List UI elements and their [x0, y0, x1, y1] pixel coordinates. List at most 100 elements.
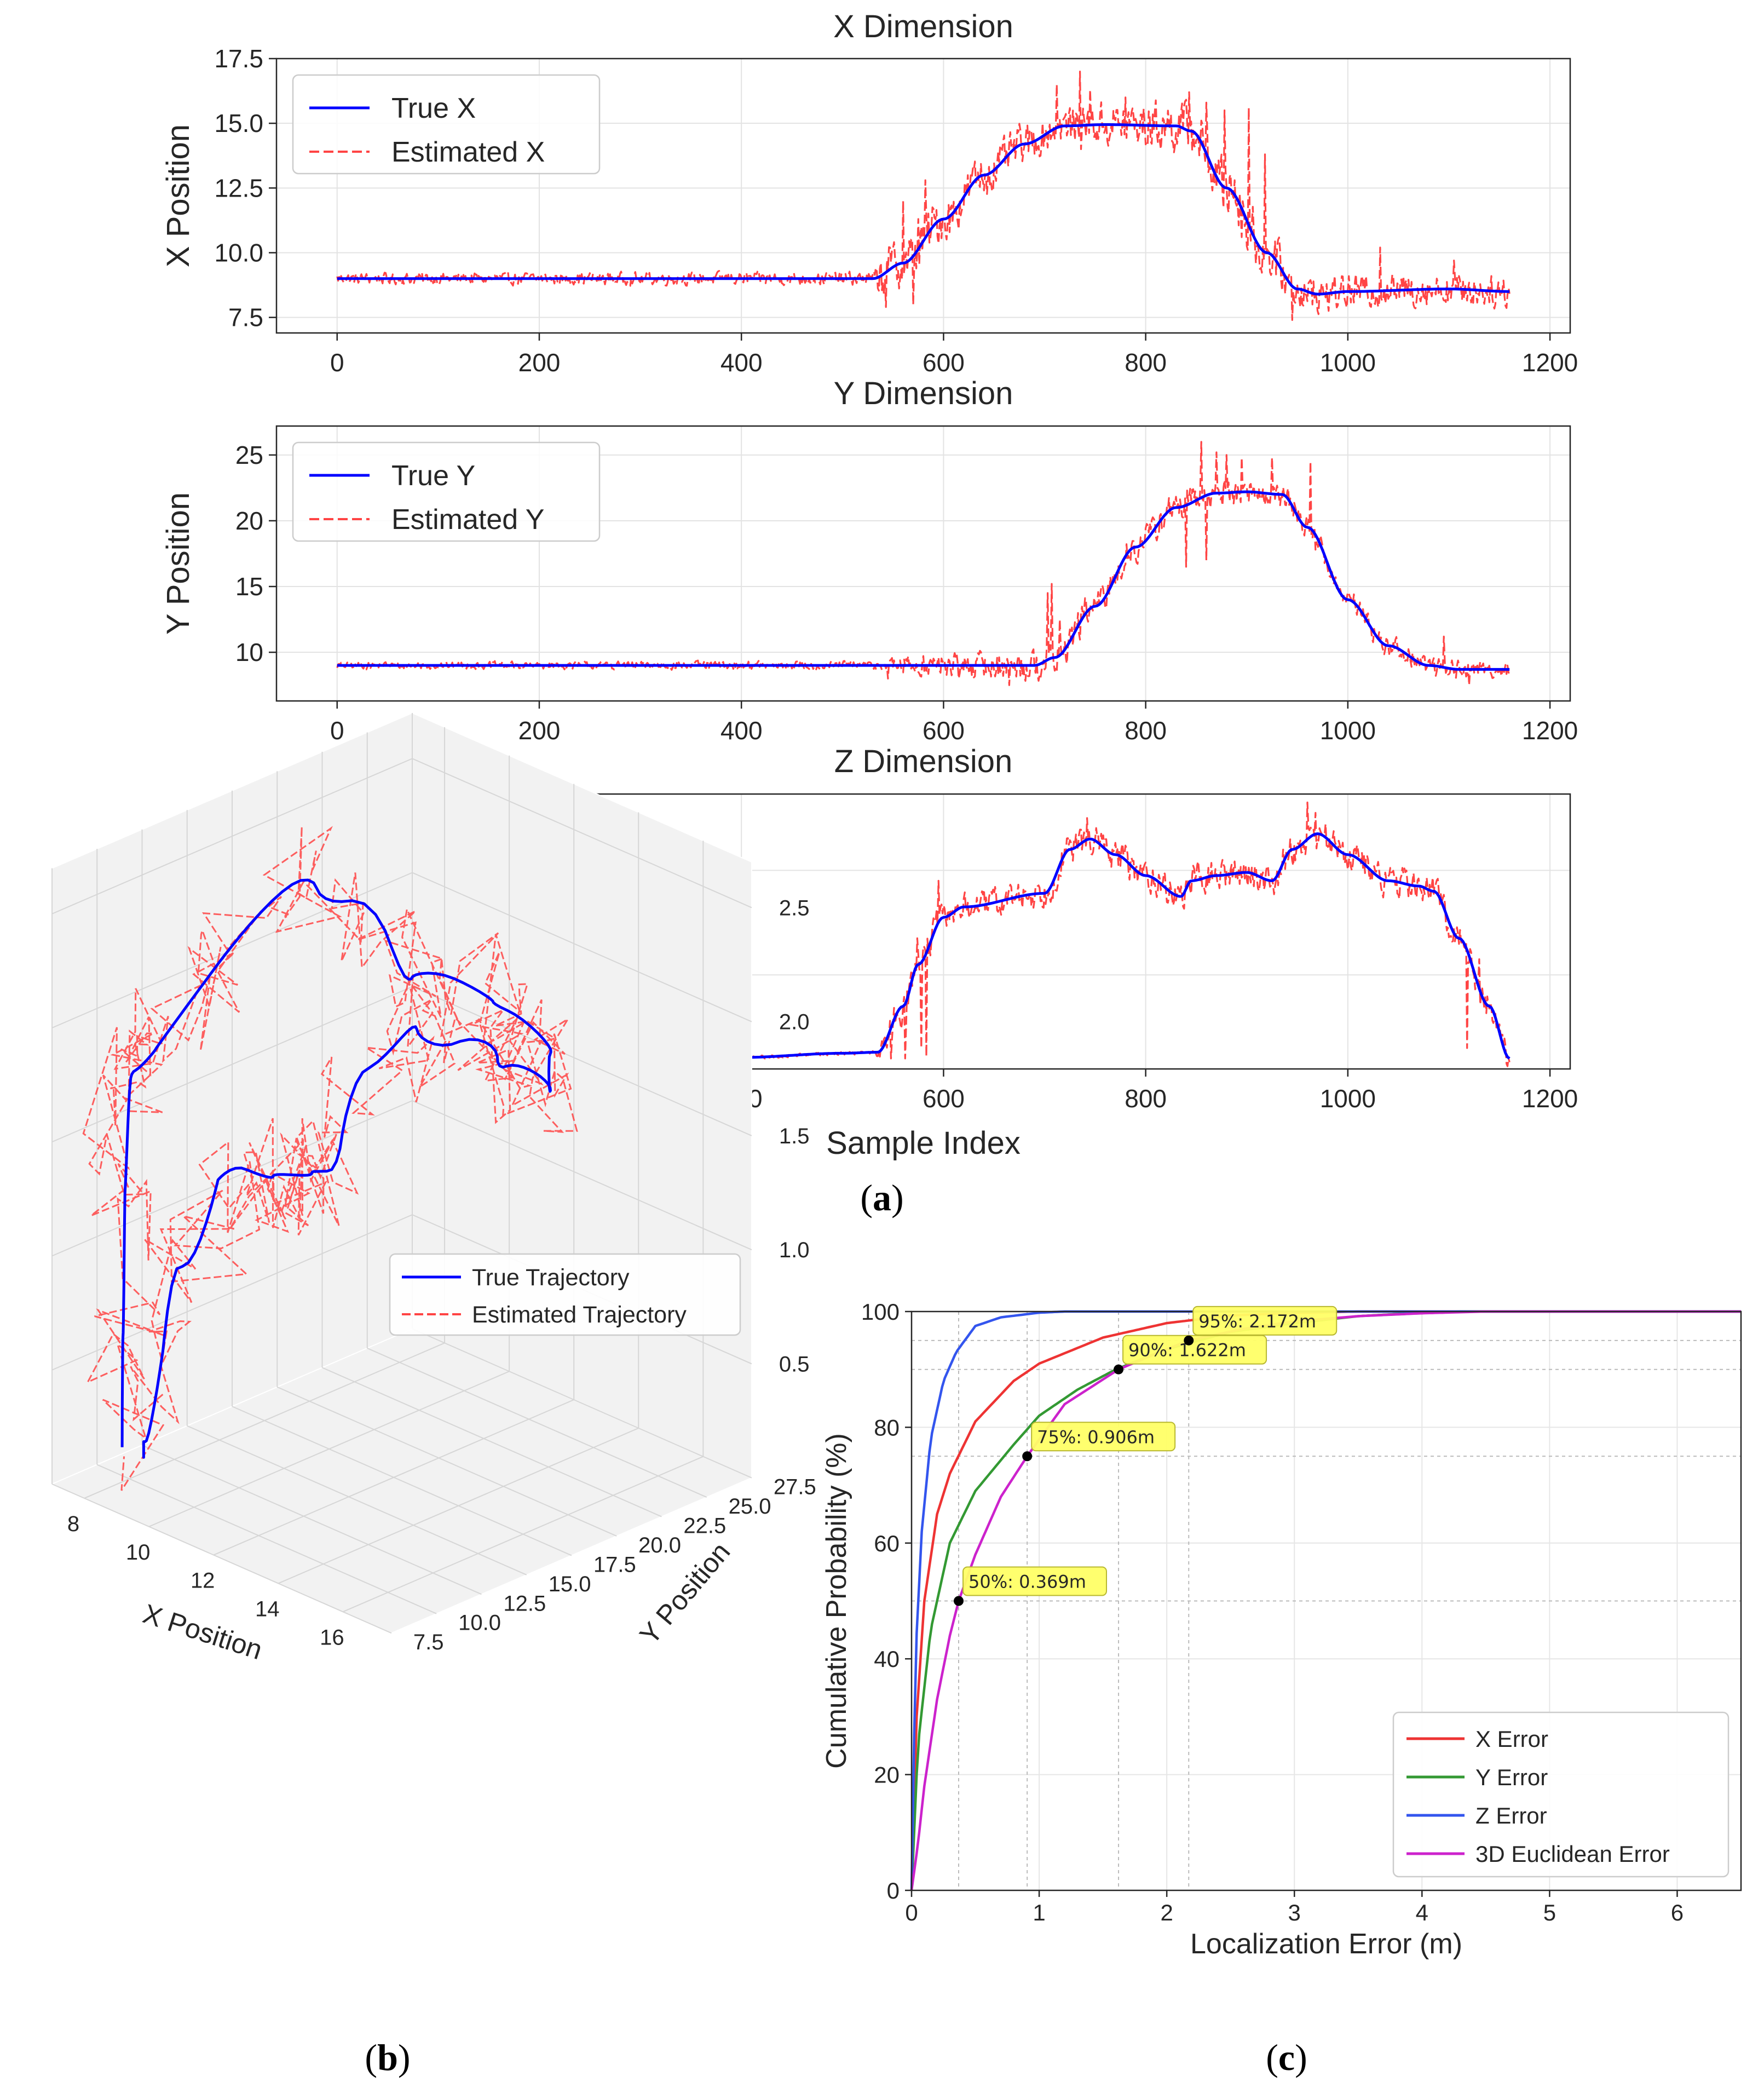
z-tick-label: 2.0: [779, 1010, 810, 1034]
annotation-label: 50%: 0.369m: [962, 1566, 1108, 1596]
annotation-text: 50%: 0.369m: [969, 1572, 1086, 1592]
y-gridline: [276, 1386, 617, 1537]
z-gridline: [412, 872, 752, 1022]
annotation-marker: [1114, 1364, 1124, 1375]
estimated-series-line: [336, 71, 1511, 321]
legend-true-label: True Trajectory: [472, 1264, 630, 1291]
x-tick-label: 10: [126, 1540, 151, 1565]
y-gridline: [51, 1483, 392, 1634]
legend-true-label: True Y: [391, 460, 475, 492]
x-tick-label: 200: [518, 348, 561, 377]
x-tick-label: 3: [1288, 1900, 1301, 1925]
x-axis-label: Sample Index: [826, 1125, 1021, 1161]
annotation-label: 90%: 1.622m: [1122, 1335, 1267, 1365]
y-gridline: [142, 1445, 482, 1595]
x-tick-label: 200: [518, 716, 561, 745]
x-tick-label: 1200: [1522, 1084, 1578, 1113]
z-gridline: [51, 986, 413, 1143]
y-gridline: [96, 1464, 437, 1614]
annotation-marker: [954, 1596, 964, 1606]
legend-box: [292, 441, 601, 542]
y-tick-label: 80: [874, 1414, 900, 1440]
z-tick-label: 0.5: [779, 1352, 810, 1376]
x-tick-label: 8: [67, 1512, 79, 1536]
y-tick-label: 20: [874, 1762, 900, 1788]
x-tick-label: 600: [923, 348, 965, 377]
legend-label: 3D Euclidean Error: [1475, 1841, 1670, 1867]
y-axis-label: Y Position: [160, 492, 196, 635]
chart-title: X Dimension: [833, 9, 1013, 44]
x-tick-label: 6: [1671, 1900, 1684, 1925]
y-gridline: [187, 1425, 527, 1575]
annotation-box: [1192, 1306, 1338, 1336]
x-tick-label: 800: [1125, 1084, 1167, 1113]
y-gridline: [322, 1367, 662, 1517]
x-axis-label: Localization Error (m): [1190, 1928, 1462, 1960]
x-tick-label: 1000: [1320, 1084, 1376, 1113]
y-tick-label: 15.0: [214, 109, 263, 137]
legend-estimated-label: Estimated X: [391, 136, 545, 168]
y-tick-label: 25: [235, 441, 263, 469]
caption-c: (c): [1266, 2037, 1307, 2078]
true-trajectory-line: [120, 878, 552, 1459]
y-gridline: [232, 1406, 572, 1556]
y-tick-label: 17.5: [214, 44, 263, 73]
x-tick-label: 2: [1160, 1900, 1173, 1925]
x-dimension-panel: 0 200 400 600 800 1000 1200 7.5 10.0 12.5 15.0 17.5…: [160, 9, 1578, 377]
annotation-label: 75%: 0.906m: [1031, 1422, 1176, 1452]
caption-b: (b): [365, 2037, 410, 2078]
y-tick-label: 15: [235, 572, 263, 601]
y-dimension-panel: 0 200 400 600 800 1000 1200 10 15 20 25 Y Dimension…: [160, 376, 1578, 745]
y-tick-label: 15.0: [549, 1572, 591, 1596]
x-tick-label: 1: [1033, 1900, 1045, 1925]
x-tick-label: 0: [905, 1900, 918, 1925]
x-tick-label: 400: [720, 716, 763, 745]
annotation-text: 95%: 2.172m: [1198, 1311, 1316, 1332]
chart-title: Z Dimension: [834, 744, 1013, 779]
x-tick-label: 1000: [1320, 716, 1376, 745]
legend: True Trajectory Estimated Trajectory: [389, 1253, 741, 1336]
y-gridline: [367, 1348, 707, 1498]
plot-frame: [275, 425, 1571, 702]
x-tick-label: 600: [923, 1084, 965, 1113]
z-gridline: [412, 1100, 752, 1251]
chart-title: Y Dimension: [834, 376, 1013, 411]
y-tick-label: 40: [874, 1646, 900, 1672]
legend-estimated-label: Estimated Trajectory: [472, 1302, 687, 1328]
y-tick-label: 7.5: [413, 1630, 444, 1654]
annotation-box: [1122, 1335, 1267, 1365]
z-gridline: [51, 1214, 413, 1371]
x-tick-label: 400: [720, 348, 763, 377]
legend-label: Z Error: [1475, 1803, 1547, 1828]
x-tick-label: 1200: [1522, 348, 1578, 377]
annotation-marker: [1022, 1451, 1033, 1462]
y-gridline: [412, 1328, 752, 1479]
y-tick-label: 10: [235, 638, 263, 666]
legend-box: [292, 74, 601, 175]
annotation-box: [1031, 1422, 1176, 1452]
x-tick-label: 4: [1416, 1900, 1428, 1925]
y-tick-label: 0: [887, 1878, 900, 1904]
y-tick-label: 60: [874, 1531, 900, 1556]
x-tick-label: 800: [1125, 348, 1167, 377]
annotation-text: 75%: 0.906m: [1037, 1427, 1155, 1447]
caption-a: (a): [860, 1177, 903, 1218]
legend-box: [1392, 1711, 1730, 1878]
x-tick-label: 0: [330, 716, 344, 745]
trajectory-3d-panel: 8 10 12 14 16 7.5 10.012.515.017.520.022.525.0…: [50, 712, 816, 1665]
y-tick-label: 25.0: [729, 1494, 771, 1519]
y-tick-label: 10.0: [458, 1611, 501, 1635]
x-tick-label: 1200: [1522, 716, 1578, 745]
legend-label: Y Error: [1475, 1764, 1548, 1790]
y-tick-label: 100: [861, 1299, 900, 1325]
annotation-marker: [1184, 1335, 1194, 1345]
plot-frame: [275, 57, 1571, 334]
y-tick-label: 12.5: [214, 174, 263, 202]
x-tick-label: 600: [923, 716, 965, 745]
annotation-box: [962, 1566, 1108, 1596]
y-tick-label: 27.5: [774, 1475, 816, 1499]
z-gridline: [51, 1100, 413, 1257]
legend-true-label: True X: [391, 93, 476, 124]
y-tick-label: 20: [235, 507, 263, 535]
x-tick-label: 16: [320, 1625, 344, 1649]
